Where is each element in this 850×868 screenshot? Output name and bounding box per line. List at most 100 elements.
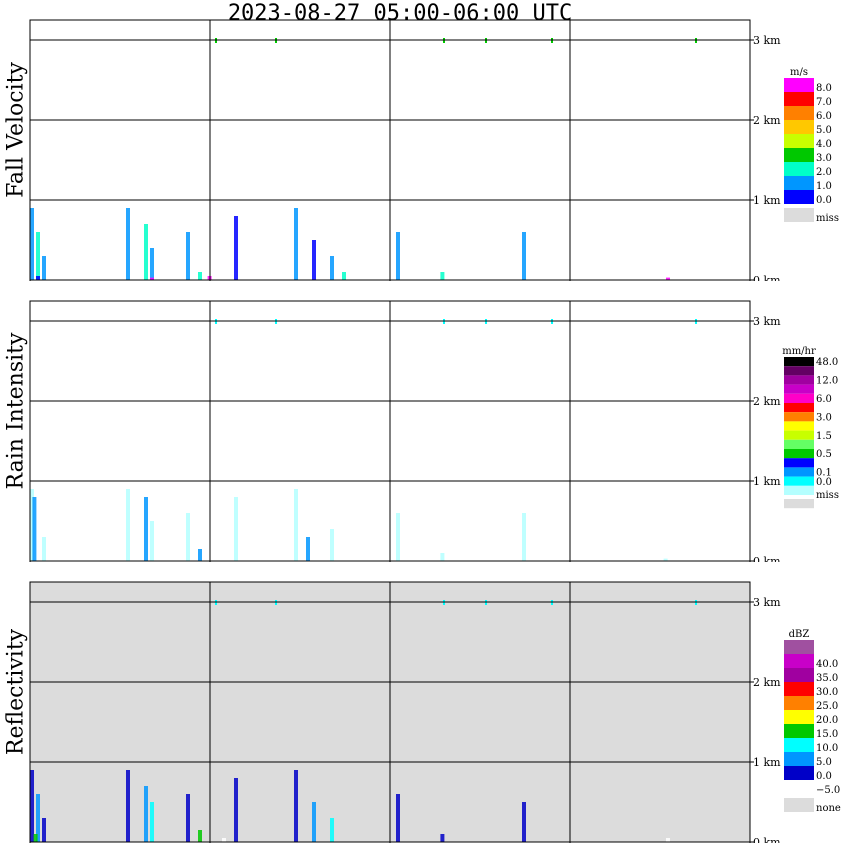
legend-label: 3.0 bbox=[816, 412, 832, 423]
echo-cell bbox=[150, 802, 154, 842]
echo-cell bbox=[522, 802, 526, 842]
echo-cell bbox=[440, 834, 445, 842]
legend-label: 0.0 bbox=[816, 771, 832, 782]
echo-cell bbox=[222, 838, 226, 842]
legend-label: 4.0 bbox=[816, 139, 832, 150]
legend-label: 7.0 bbox=[816, 97, 832, 108]
legend-label: 0.0 bbox=[816, 477, 832, 488]
legend-swatch bbox=[784, 467, 814, 477]
legend-swatch bbox=[784, 476, 814, 486]
legend-label: 0.5 bbox=[816, 449, 832, 460]
y-tick-label: 3 km bbox=[753, 315, 781, 328]
panel-1-svg: 05:0005:1505:3005:4506:000 km1 km2 km3 k… bbox=[29, 300, 839, 562]
echo-cell bbox=[294, 489, 298, 561]
echo-cell bbox=[42, 256, 46, 280]
legend-swatch bbox=[784, 120, 814, 134]
echo-cell bbox=[144, 786, 148, 842]
legend-label: 6.0 bbox=[816, 394, 832, 405]
legend-swatch bbox=[784, 752, 814, 766]
echo-cell bbox=[234, 778, 238, 842]
echo-cell bbox=[150, 277, 154, 280]
y-tick-label: 2 km bbox=[753, 395, 781, 408]
echo-cell bbox=[32, 497, 37, 561]
y-tick-label: 1 km bbox=[753, 194, 781, 207]
y-tick-label: 0 km bbox=[753, 555, 781, 562]
y-tick-label: 3 km bbox=[753, 34, 781, 47]
legend-swatch bbox=[784, 696, 814, 710]
y-tick-label: 0 km bbox=[753, 836, 781, 843]
legend-label: 5.0 bbox=[816, 757, 832, 768]
legend-label: 25.0 bbox=[816, 701, 838, 712]
panel-0-svg: 05:0005:1505:3005:4506:000 km1 km2 km3 k… bbox=[29, 19, 839, 281]
legend-swatch bbox=[784, 738, 814, 752]
echo-cell bbox=[342, 272, 346, 280]
echo-cell bbox=[294, 208, 298, 280]
legend-swatch bbox=[784, 357, 814, 367]
legend-swatch bbox=[784, 208, 814, 222]
echo-cell bbox=[440, 553, 445, 561]
panel-2-svg: 05:0005:1505:3005:4506:000 km1 km2 km3 k… bbox=[29, 581, 841, 843]
echo-cell bbox=[234, 497, 238, 561]
legend-swatch bbox=[784, 403, 814, 413]
echo-cell bbox=[186, 232, 190, 280]
legend-swatch bbox=[784, 654, 814, 668]
legend-swatch bbox=[784, 375, 814, 385]
legend-label: 48.0 bbox=[816, 357, 838, 368]
y-tick-label: 0 km bbox=[753, 274, 781, 281]
legend-swatch bbox=[784, 134, 814, 148]
legend-swatch bbox=[784, 439, 814, 449]
legend-label: 40.0 bbox=[816, 659, 838, 670]
y-tick-label: 1 km bbox=[753, 756, 781, 769]
echo-cell bbox=[440, 272, 445, 280]
legend-label: 15.0 bbox=[816, 729, 838, 740]
legend-swatch bbox=[784, 421, 814, 431]
legend-label: 6.0 bbox=[816, 111, 832, 122]
legend-swatch bbox=[784, 724, 814, 738]
y-tick-label: 2 km bbox=[753, 114, 781, 127]
legend-label: miss bbox=[816, 213, 839, 224]
echo-cell bbox=[306, 537, 310, 561]
fall-velocity-ylabel: Fall Velocity bbox=[3, 62, 29, 198]
echo-cell bbox=[42, 537, 46, 561]
legend-swatch bbox=[784, 78, 814, 92]
legend-swatch bbox=[784, 190, 814, 204]
reflectivity-panel: 05:0005:1505:3005:4506:000 km1 km2 km3 k… bbox=[0, 562, 850, 843]
echo-cell bbox=[33, 834, 38, 842]
legend-swatch bbox=[784, 148, 814, 162]
echo-cell bbox=[198, 272, 202, 280]
legend-swatch bbox=[784, 798, 814, 812]
echo-cell bbox=[522, 232, 526, 280]
echo-cell bbox=[186, 513, 190, 561]
legend-swatch bbox=[784, 766, 814, 780]
echo-cell bbox=[312, 802, 316, 842]
echo-cell bbox=[30, 770, 34, 842]
echo-cell bbox=[330, 818, 334, 842]
echo-cell bbox=[396, 232, 400, 280]
echo-cell bbox=[150, 521, 154, 561]
legend-swatch bbox=[784, 458, 814, 468]
echo-cell bbox=[522, 513, 526, 561]
echo-cell bbox=[396, 794, 400, 842]
legend-label: none bbox=[816, 803, 841, 814]
legend-swatch bbox=[784, 449, 814, 459]
legend-swatch bbox=[784, 384, 814, 394]
legend-label: 5.0 bbox=[816, 125, 832, 136]
legend-swatch bbox=[784, 640, 814, 654]
reflectivity-ylabel: Reflectivity bbox=[3, 628, 29, 756]
echo-cell bbox=[663, 558, 668, 561]
legend-unit: m/s bbox=[790, 67, 808, 78]
echo-cell bbox=[30, 489, 34, 561]
echo-cell bbox=[198, 830, 202, 842]
rain-intensity-panel: 05:0005:1505:3005:4506:000 km1 km2 km3 k… bbox=[0, 281, 850, 562]
echo-cell bbox=[330, 256, 334, 280]
legend-label: 1.0 bbox=[816, 181, 832, 192]
legend-swatch bbox=[784, 176, 814, 190]
legend-label: 0.0 bbox=[816, 195, 832, 206]
echo-cell bbox=[36, 794, 40, 842]
legend-label: −5.0 bbox=[816, 785, 840, 796]
legend-label: 2.0 bbox=[816, 167, 832, 178]
legend-label: 1.5 bbox=[816, 431, 832, 442]
legend-swatch bbox=[784, 485, 814, 495]
legend-label: 20.0 bbox=[816, 715, 838, 726]
legend-swatch bbox=[784, 430, 814, 440]
